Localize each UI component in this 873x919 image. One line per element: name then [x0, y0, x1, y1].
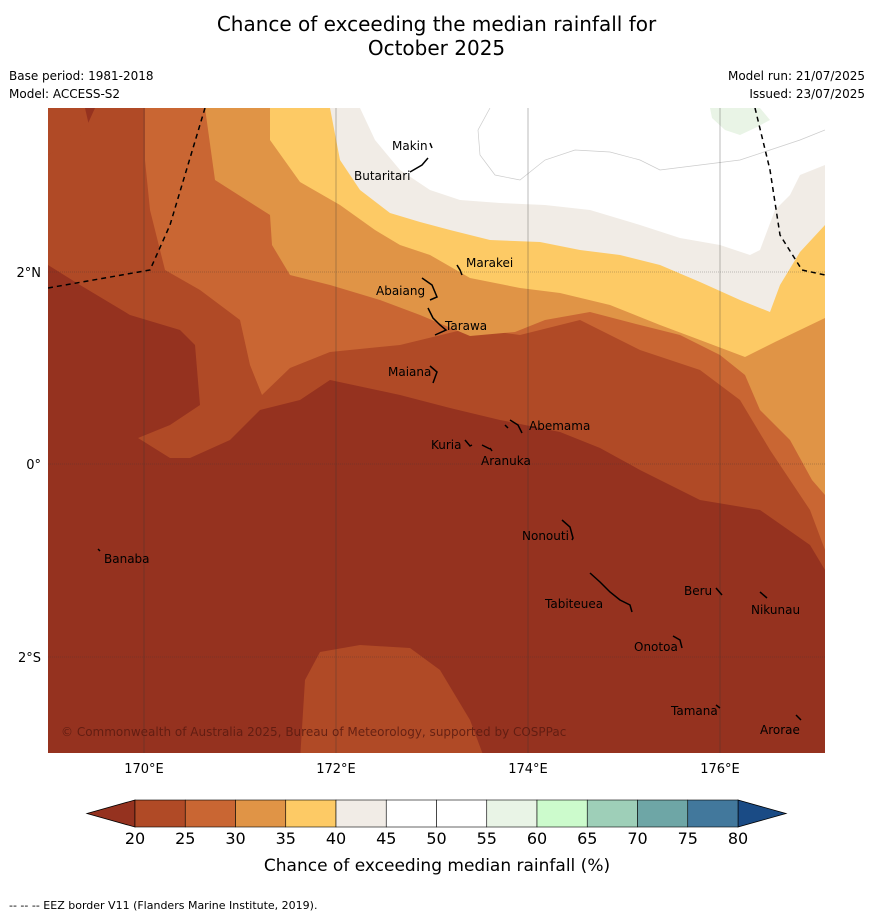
colorbar-tick-20: 20 [125, 829, 145, 848]
title-line-1: Chance of exceeding the median rainfall … [216, 12, 657, 36]
graticule [48, 108, 825, 753]
island-onotoa [672, 635, 683, 649]
label-banaba: Banaba [104, 552, 150, 566]
label-aranuka: Aranuka [481, 454, 531, 468]
lon-label-170e: 170°E [124, 762, 164, 777]
island-abaiang [421, 277, 438, 301]
map-title: Chance of exceeding the median rainfall … [0, 12, 873, 60]
label-abaiang: Abaiang [376, 284, 425, 298]
island-marakei [456, 264, 463, 276]
colorbar-tick-80: 80 [728, 829, 748, 848]
island-abemama [504, 419, 523, 434]
meta-left: Base period: 1981-2018 Model: ACCESS-S2 [9, 67, 154, 103]
colorbar-swatch-55-60 [486, 799, 538, 828]
colorbar-swatch-45-50 [385, 799, 437, 828]
colorbar-under-arrow [85, 799, 136, 828]
island-beru [715, 587, 723, 596]
island-kuria [464, 439, 473, 447]
label-marakei: Marakei [466, 256, 513, 270]
colorbar-swatch-50-55 [436, 799, 488, 828]
label-makin: Makin [392, 139, 428, 153]
eez-border-west [48, 108, 206, 289]
label-arorae: Arorae [760, 723, 800, 737]
lon-label-172e: 172°E [316, 762, 356, 777]
label-onotoa: Onotoa [634, 640, 678, 654]
issued-date: Issued: 23/07/2025 [749, 87, 865, 101]
colorbar-tick-70: 70 [627, 829, 647, 848]
island-banaba [97, 548, 101, 552]
lon-label-176e: 176°E [700, 762, 740, 777]
label-maiana: Maiana [388, 365, 431, 379]
colorbar-swatch-65-70 [586, 799, 638, 828]
base-period: Base period: 1981-2018 [9, 69, 154, 83]
lat-label-0: 0° [26, 458, 41, 473]
eez-footnote: -- -- -- EEZ border V11 (Flanders Marine… [9, 899, 318, 912]
island-aranuka [481, 444, 493, 452]
colorbar-swatch-35-40 [285, 799, 337, 828]
colorbar-tick-45: 45 [376, 829, 396, 848]
colorbar: 20 25 30 35 40 45 50 55 60 65 70 75 80 [85, 799, 788, 848]
colorbar-swatch-25-30 [184, 799, 236, 828]
band-20-25-corner [48, 108, 90, 155]
colorbar-swatch-75-80 [687, 799, 739, 828]
model-name: Model: ACCESS-S2 [9, 87, 121, 101]
place-labels: Makin Butaritari Marakei Abaiang Tarawa … [104, 139, 800, 737]
colorbar-tick-55: 55 [477, 829, 497, 848]
island-tabiteuea [589, 572, 633, 613]
lat-label-2n: 2°N [17, 266, 42, 281]
colorbar-tick-65: 65 [577, 829, 597, 848]
colorbar-swatch-70-75 [637, 799, 689, 828]
island-arorae [795, 714, 802, 721]
eez-border-east [754, 108, 825, 276]
label-nonouti: Nonouti [522, 529, 569, 543]
colorbar-tick-75: 75 [678, 829, 698, 848]
band-55-60 [710, 108, 770, 135]
island-nonouti [561, 519, 574, 541]
colorbar-over-arrow [737, 799, 788, 828]
label-tamana: Tamana [670, 704, 718, 718]
colorbar-tick-60: 60 [527, 829, 547, 848]
title-line-2: October 2025 [367, 36, 506, 60]
colorbar-tick-40: 40 [326, 829, 346, 848]
lon-label-174e: 174°E [508, 762, 548, 777]
colorbar-tick-25: 25 [175, 829, 195, 848]
island-maiana [429, 365, 438, 384]
lat-label-2s: 2°S [18, 651, 41, 666]
label-nikunau: Nikunau [751, 603, 800, 617]
island-makin [409, 142, 433, 173]
colorbar-swatch-20-25 [134, 799, 186, 828]
colorbar-label: Chance of exceeding median rainfall (%) [264, 856, 610, 876]
island-tamana [715, 704, 721, 709]
label-tabiteuea: Tabiteuea [544, 597, 603, 611]
colorbar-tick-35: 35 [276, 829, 296, 848]
eez-borders [48, 108, 825, 289]
contour-line [477, 108, 825, 181]
copyright-notice: © Commonwealth of Australia 2025, Bureau… [61, 725, 566, 739]
label-kuria: Kuria [431, 438, 462, 452]
islands [97, 142, 802, 721]
colorbar-swatch-40-45 [335, 799, 387, 828]
colorbar-tick-50: 50 [426, 829, 446, 848]
axis-labels: 2°N 0° 2°S 170°E 172°E 174°E 176°E [17, 266, 740, 777]
island-nikunau [759, 591, 768, 599]
model-run: Model run: 21/07/2025 [727, 69, 865, 83]
colorbar-swatch-30-35 [235, 799, 287, 828]
label-butaritari: Butaritari [354, 169, 411, 183]
meta-right: Model run: 21/07/2025 Issued: 23/07/2025 [728, 67, 865, 103]
colorbar-tick-30: 30 [225, 829, 245, 848]
label-abemama: Abemama [529, 419, 590, 433]
island-tarawa [427, 307, 448, 336]
probability-field [48, 108, 825, 753]
band-45-55 [360, 108, 825, 255]
label-beru: Beru [684, 584, 712, 598]
band-20-25-south [300, 645, 483, 753]
colorbar-swatch-60-65 [536, 799, 588, 828]
label-tarawa: Tarawa [444, 319, 487, 333]
